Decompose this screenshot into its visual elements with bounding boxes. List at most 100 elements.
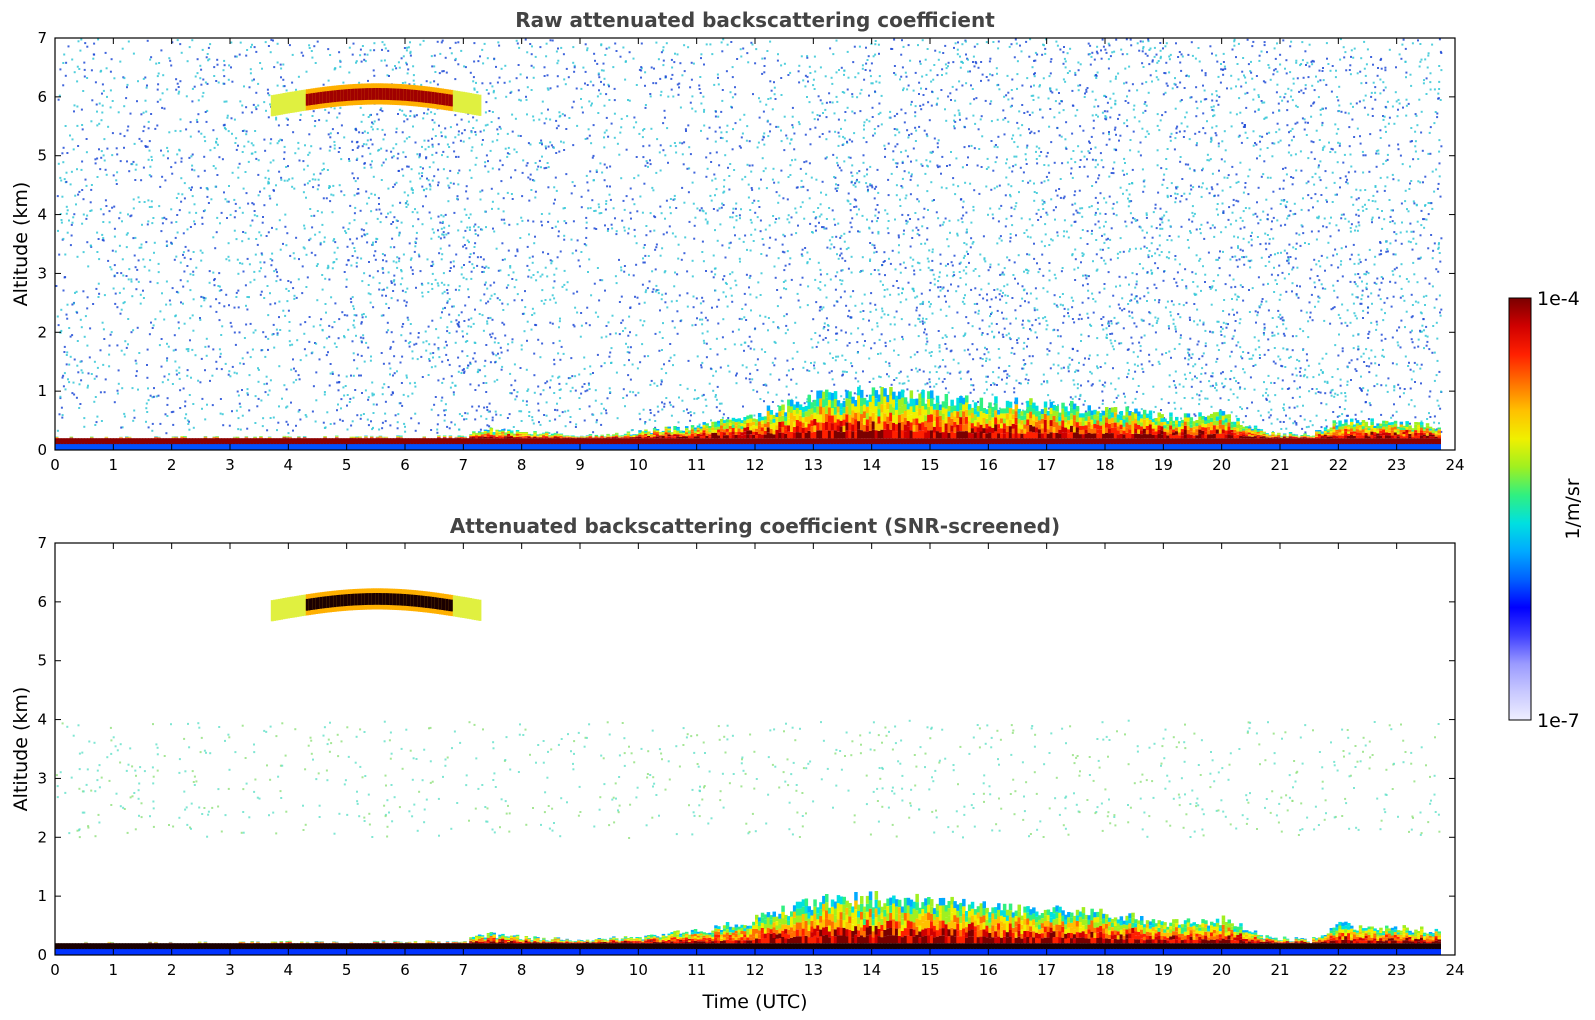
noise-pixel [1384, 337, 1387, 340]
noise-pixel [1257, 94, 1260, 97]
noise-pixel [1419, 181, 1422, 184]
noise-pixel [618, 258, 620, 261]
noise-pixel [923, 331, 926, 334]
noise-pixel [1237, 78, 1240, 81]
noise-pixel [1106, 110, 1109, 113]
noise-pixel [1187, 53, 1190, 56]
noise-pixel [447, 200, 450, 203]
noise-pixel [345, 285, 348, 288]
noise-pixel [1276, 252, 1279, 255]
noise-pixel [749, 381, 752, 384]
noise-pixel [371, 394, 374, 397]
noise-pixel [1365, 270, 1368, 273]
noise-pixel [1386, 100, 1389, 103]
noise-pixel [831, 378, 834, 381]
noise-pixel [709, 348, 712, 350]
noise-pixel [1257, 222, 1260, 225]
noise-pixel [1194, 375, 1196, 378]
noise-pixel [168, 299, 171, 302]
noise-pixel [975, 97, 978, 100]
noise-pixel [1288, 356, 1291, 359]
noise-pixel [918, 314, 921, 317]
noise-pixel [486, 424, 489, 427]
noise-pixel [1321, 107, 1324, 110]
noise-pixel [625, 394, 628, 397]
noise-pixel [1189, 230, 1191, 233]
noise-pixel [1217, 320, 1220, 323]
noise-pixel [950, 261, 953, 264]
noise-pixel [1063, 57, 1066, 60]
noise-pixel [1440, 308, 1443, 311]
noise-pixel [1179, 160, 1182, 163]
noise-pixel [663, 405, 666, 408]
noise-pixel [920, 87, 922, 90]
noise-pixel [408, 242, 411, 245]
noise-pixel [371, 128, 374, 131]
noise-pixel [1161, 183, 1164, 186]
noise-pixel [417, 253, 420, 256]
noise-pixel [262, 417, 265, 420]
noise-pixel [66, 317, 69, 320]
noise-pixel [608, 99, 611, 101]
noise-pixel [658, 349, 661, 352]
noise-pixel [402, 151, 405, 154]
noise-pixel [877, 113, 880, 116]
noise-pixel [376, 113, 379, 116]
noise-pixel [1079, 84, 1082, 87]
noise-pixel [996, 84, 999, 87]
noise-pixel [952, 271, 955, 274]
noise-pixel [563, 234, 566, 237]
noise-pixel [1268, 400, 1271, 403]
noise-pixel [1146, 231, 1148, 234]
noise-pixel [212, 129, 215, 132]
noise-pixel [191, 87, 194, 90]
noise-pixel [753, 348, 756, 351]
noise-pixel [1239, 284, 1242, 287]
noise-pixel [990, 140, 993, 142]
noise-pixel [1264, 116, 1267, 119]
noise-pixel [1380, 339, 1383, 342]
noise-pixel [1034, 318, 1037, 321]
noise-pixel [639, 195, 642, 198]
noise-pixel [128, 170, 131, 173]
noise-pixel [661, 247, 664, 250]
noise-pixel [760, 253, 763, 255]
noise-pixel [921, 302, 924, 305]
noise-pixel [1083, 155, 1086, 158]
noise-pixel [179, 43, 182, 46]
noise-pixel [1110, 382, 1113, 385]
noise-pixel [1273, 142, 1276, 145]
noise-pixel [336, 409, 338, 412]
noise-pixel [1080, 261, 1082, 264]
noise-pixel [1295, 59, 1298, 62]
noise-pixel [251, 202, 254, 205]
noise-pixel [1310, 268, 1313, 271]
noise-pixel [752, 93, 754, 96]
noise-pixel [705, 156, 708, 159]
noise-pixel [373, 254, 376, 257]
noise-pixel [604, 289, 606, 292]
noise-pixel [208, 58, 211, 61]
noise-pixel [248, 409, 251, 412]
noise-pixel [1380, 281, 1383, 284]
noise-pixel [151, 222, 154, 225]
noise-pixel [916, 389, 919, 392]
noise-pixel [1215, 90, 1218, 93]
noise-pixel [1334, 248, 1337, 251]
noise-pixel [526, 162, 529, 165]
noise-pixel [1379, 92, 1382, 95]
noise-pixel [147, 127, 150, 130]
noise-pixel [728, 370, 731, 373]
noise-pixel [468, 137, 471, 140]
noise-pixel [1066, 52, 1069, 55]
noise-pixel [620, 269, 623, 272]
noise-pixel [1107, 237, 1109, 240]
noise-pixel [146, 364, 148, 366]
noise-pixel [573, 64, 576, 67]
noise-pixel [360, 235, 363, 238]
noise-pixel [1301, 41, 1304, 44]
noise-pixel [1088, 151, 1091, 154]
noise-pixel [1339, 186, 1341, 189]
noise-pixel [773, 93, 776, 96]
noise-pixel [946, 274, 949, 277]
